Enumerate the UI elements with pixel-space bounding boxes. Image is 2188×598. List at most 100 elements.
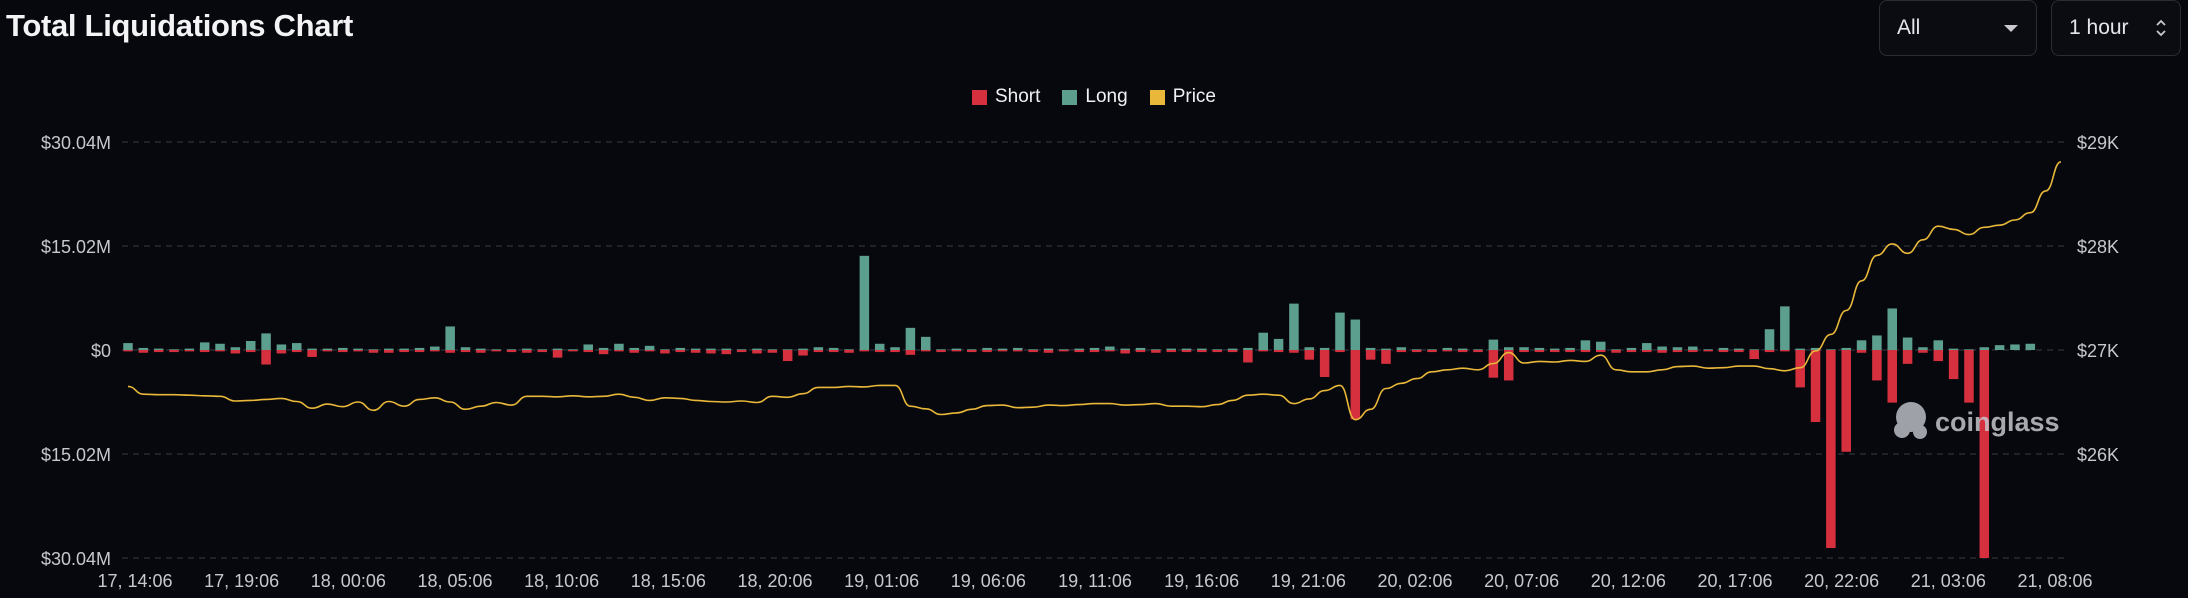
short-bar [1028, 350, 1038, 353]
y-right-tick-label: $29K [2077, 133, 2119, 153]
long-bar [537, 349, 547, 350]
long-bar [1381, 348, 1391, 350]
long-bar [1565, 347, 1575, 350]
long-bar [1151, 349, 1161, 350]
short-bar [230, 350, 241, 354]
long-bar [506, 349, 517, 350]
long-bar [1289, 303, 1299, 350]
long-bar [430, 346, 440, 350]
x-tick-label: 18, 20:06 [737, 571, 812, 591]
short-bar [690, 350, 701, 353]
short-bar [138, 350, 149, 353]
short-bar [445, 350, 455, 353]
long-bar [445, 326, 455, 350]
long-bar [874, 343, 885, 350]
long-bar [138, 347, 149, 350]
long-bar [1120, 348, 1130, 350]
short-bar [967, 350, 977, 353]
short-bar [1442, 350, 1453, 352]
short-bar [1273, 350, 1284, 353]
long-bar [245, 340, 256, 350]
x-tick-label: 17, 14:06 [97, 571, 172, 591]
long-bar [920, 336, 931, 350]
y-axis-left: $30.04M $15.02M $0 $15.02M $30.04M [41, 133, 111, 569]
up-down-chevron-icon [2156, 18, 2166, 38]
long-bar [1028, 349, 1038, 350]
short-bar [1534, 350, 1545, 353]
long-bar [1933, 340, 1944, 350]
short-bar [1120, 350, 1130, 354]
legend-item-short[interactable]: Short [972, 86, 1040, 108]
long-bar [307, 348, 317, 350]
coinglass-logo-icon [1894, 402, 1927, 439]
symbol-select[interactable]: All [1879, 0, 2037, 56]
short-bar [215, 350, 225, 352]
x-tick-label: 20, 17:06 [1697, 571, 1772, 591]
x-tick-label: 18, 00:06 [311, 571, 386, 591]
long-bar [1350, 319, 1361, 350]
short-bar [798, 350, 808, 356]
short-bar [1319, 350, 1330, 378]
long-bar [1534, 347, 1545, 350]
long-bar [1089, 347, 1100, 350]
long-bar [936, 349, 946, 350]
short-bar [1856, 350, 1867, 353]
long-bar [752, 348, 762, 350]
x-tick-label: 20, 22:06 [1804, 571, 1879, 591]
short-bar [1243, 350, 1253, 363]
short-bar [1979, 350, 1990, 558]
long-bar [2025, 343, 2036, 350]
long-bar [368, 349, 379, 350]
long-bar [1642, 343, 1652, 350]
short-bar [920, 350, 931, 352]
short-bar [261, 350, 271, 365]
short-bar [199, 350, 210, 353]
short-bar [1365, 350, 1376, 360]
short-bar [1335, 350, 1345, 353]
price-line [127, 161, 2062, 421]
short-bar [1197, 350, 1207, 353]
interval-select-value: 1 hour [2069, 16, 2129, 39]
short-bar [614, 350, 624, 352]
short-bar [1227, 350, 1238, 353]
long-bar [1902, 337, 1913, 350]
long-bar [1810, 347, 1821, 350]
long-bar [1059, 349, 1069, 350]
long-bar [1872, 335, 1882, 350]
long-bar [967, 349, 977, 350]
short-bar [1427, 350, 1437, 353]
long-bar [721, 348, 732, 350]
long-bar [1596, 341, 1606, 350]
long-bar [1074, 348, 1084, 350]
watermark-text: coinglass [1935, 407, 2060, 437]
long-bar [1734, 348, 1744, 350]
long-bar [1227, 348, 1238, 350]
short-bar [721, 350, 732, 355]
short-bar [675, 350, 686, 353]
short-bar [1734, 350, 1744, 353]
long-bar [322, 348, 333, 350]
short-bar [1764, 350, 1775, 353]
legend-item-long[interactable]: Long [1062, 86, 1128, 108]
long-bar [153, 348, 164, 350]
short-bar [1826, 350, 1836, 549]
long-bar [1335, 312, 1345, 350]
long-bar [798, 348, 808, 350]
y-right-tick-label: $28K [2077, 237, 2119, 257]
legend-item-price[interactable]: Price [1149, 86, 1216, 108]
short-bar [338, 350, 348, 353]
short-bar [644, 350, 655, 352]
long-bar [1304, 347, 1315, 350]
long-bar [660, 349, 670, 350]
long-bar [1365, 347, 1376, 350]
long-bar [1519, 347, 1529, 350]
long-bar [1105, 346, 1115, 350]
short-bar [1289, 350, 1299, 353]
long-bar [1243, 347, 1253, 350]
short-bar [1166, 350, 1176, 353]
long-bar [215, 343, 225, 350]
interval-select[interactable]: 1 hour [2051, 0, 2181, 56]
long-bar [1319, 347, 1330, 350]
long-bar [1780, 306, 1790, 350]
